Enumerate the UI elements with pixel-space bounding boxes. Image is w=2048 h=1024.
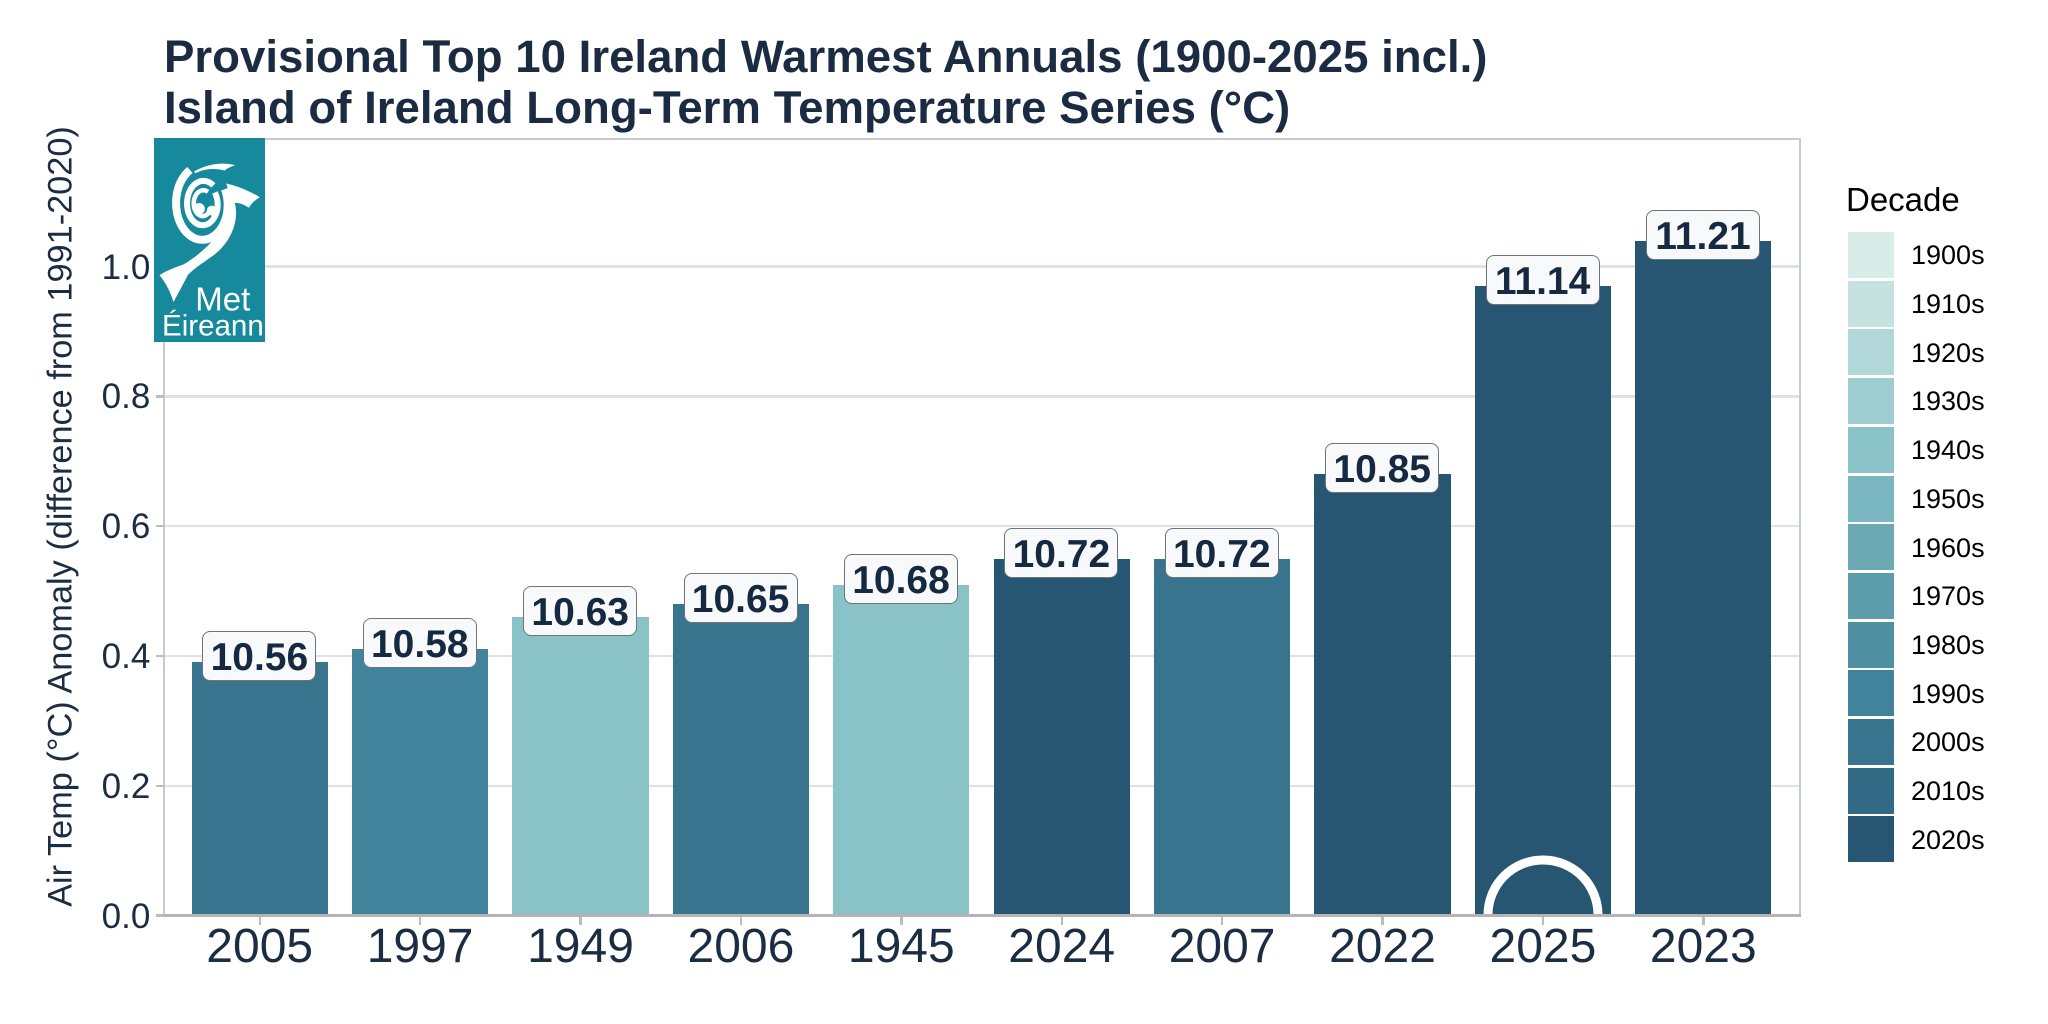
svg-text:Éireann: Éireann [162,309,264,342]
svg-text:Met: Met [195,280,250,317]
